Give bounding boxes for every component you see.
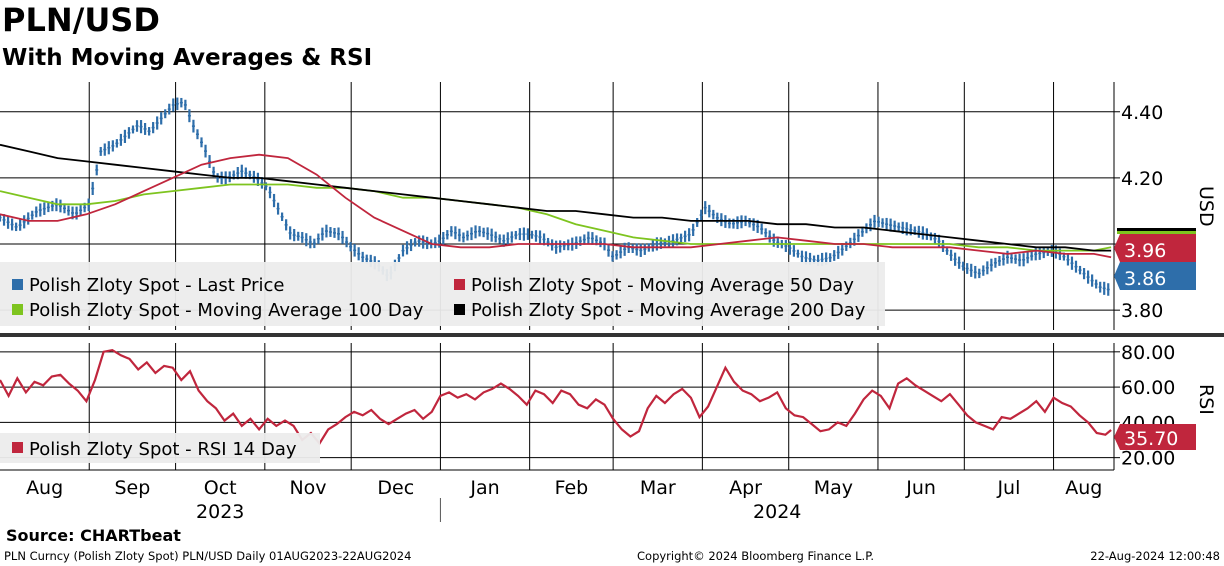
legend-label: Polish Zloty Spot - Moving Average 50 Da… bbox=[471, 275, 854, 296]
x-month-label: Sep bbox=[115, 477, 151, 499]
x-month-label: Apr bbox=[729, 477, 762, 499]
footer-ticker-info: PLN Curncy (Polish Zloty Spot) PLN/USD D… bbox=[4, 549, 412, 563]
legend-swatch bbox=[12, 279, 23, 290]
x-year-label: 2023 bbox=[196, 501, 244, 523]
source-note: Source: CHARTbeat bbox=[6, 526, 181, 545]
chart-subtitle: With Moving Averages & RSI bbox=[2, 45, 373, 71]
footer-timestamp: 22-Aug-2024 12:00:48 bbox=[1090, 549, 1220, 563]
rsi-ytick-label: 60.00 bbox=[1121, 377, 1175, 399]
rsi-ytick-label: 20.00 bbox=[1121, 448, 1175, 470]
x-month-label: Oct bbox=[204, 477, 237, 499]
legend-swatch bbox=[454, 304, 465, 315]
ma50-last-value-box bbox=[1114, 234, 1196, 262]
price-axis-title: USD bbox=[1195, 186, 1217, 227]
ma200-marker bbox=[1117, 228, 1196, 231]
legend-swatch bbox=[454, 279, 465, 290]
x-month-label: Nov bbox=[289, 477, 326, 499]
rsi-axis-title: RSI bbox=[1195, 384, 1217, 415]
x-month-label: Jan bbox=[469, 477, 499, 499]
rsi-legend-box bbox=[0, 433, 320, 463]
legend-label: Polish Zloty Spot - Last Price bbox=[29, 275, 285, 296]
price-ytick-label: 4.40 bbox=[1121, 102, 1163, 124]
price-ytick-label: 3.80 bbox=[1121, 300, 1163, 322]
ma100-line bbox=[0, 183, 1112, 252]
chart-title: PLN/USD bbox=[2, 1, 160, 39]
x-year-label: 2024 bbox=[753, 501, 801, 523]
price-ytick-label: 4.20 bbox=[1121, 168, 1163, 190]
ma50-last-value: 3.96 bbox=[1124, 240, 1166, 262]
rsi-ytick-label: 80.00 bbox=[1121, 342, 1175, 364]
panel-divider bbox=[0, 333, 1224, 337]
x-month-label: May bbox=[814, 477, 853, 499]
x-month-label: Dec bbox=[377, 477, 414, 499]
rsi-line bbox=[0, 348, 1112, 446]
legend-label: Polish Zloty Spot - RSI 14 Day bbox=[29, 439, 297, 460]
rsi-last-value-box bbox=[1114, 424, 1196, 450]
legend-swatch bbox=[12, 442, 23, 453]
price-last-value-box bbox=[1114, 262, 1196, 290]
legend-label: Polish Zloty Spot - Moving Average 100 D… bbox=[29, 300, 424, 321]
x-month-label: Mar bbox=[640, 477, 676, 499]
ma50-line bbox=[0, 153, 1112, 259]
ma200-line bbox=[0, 143, 1112, 252]
ma100-marker bbox=[1117, 231, 1196, 234]
x-month-label: Aug bbox=[1065, 477, 1102, 499]
legend-swatch bbox=[12, 304, 23, 315]
legend-label: Polish Zloty Spot - Moving Average 200 D… bbox=[471, 300, 866, 321]
price-last-value: 3.86 bbox=[1124, 268, 1166, 290]
x-month-label: Jul bbox=[996, 477, 1020, 499]
rsi-last-value: 35.70 bbox=[1124, 428, 1178, 450]
x-month-label: Jun bbox=[905, 477, 936, 499]
x-month-label: Aug bbox=[26, 477, 63, 499]
x-month-label: Feb bbox=[555, 477, 589, 499]
footer-copyright: Copyright© 2024 Bloomberg Finance L.P. bbox=[637, 549, 874, 563]
price-legend-box bbox=[0, 262, 885, 326]
